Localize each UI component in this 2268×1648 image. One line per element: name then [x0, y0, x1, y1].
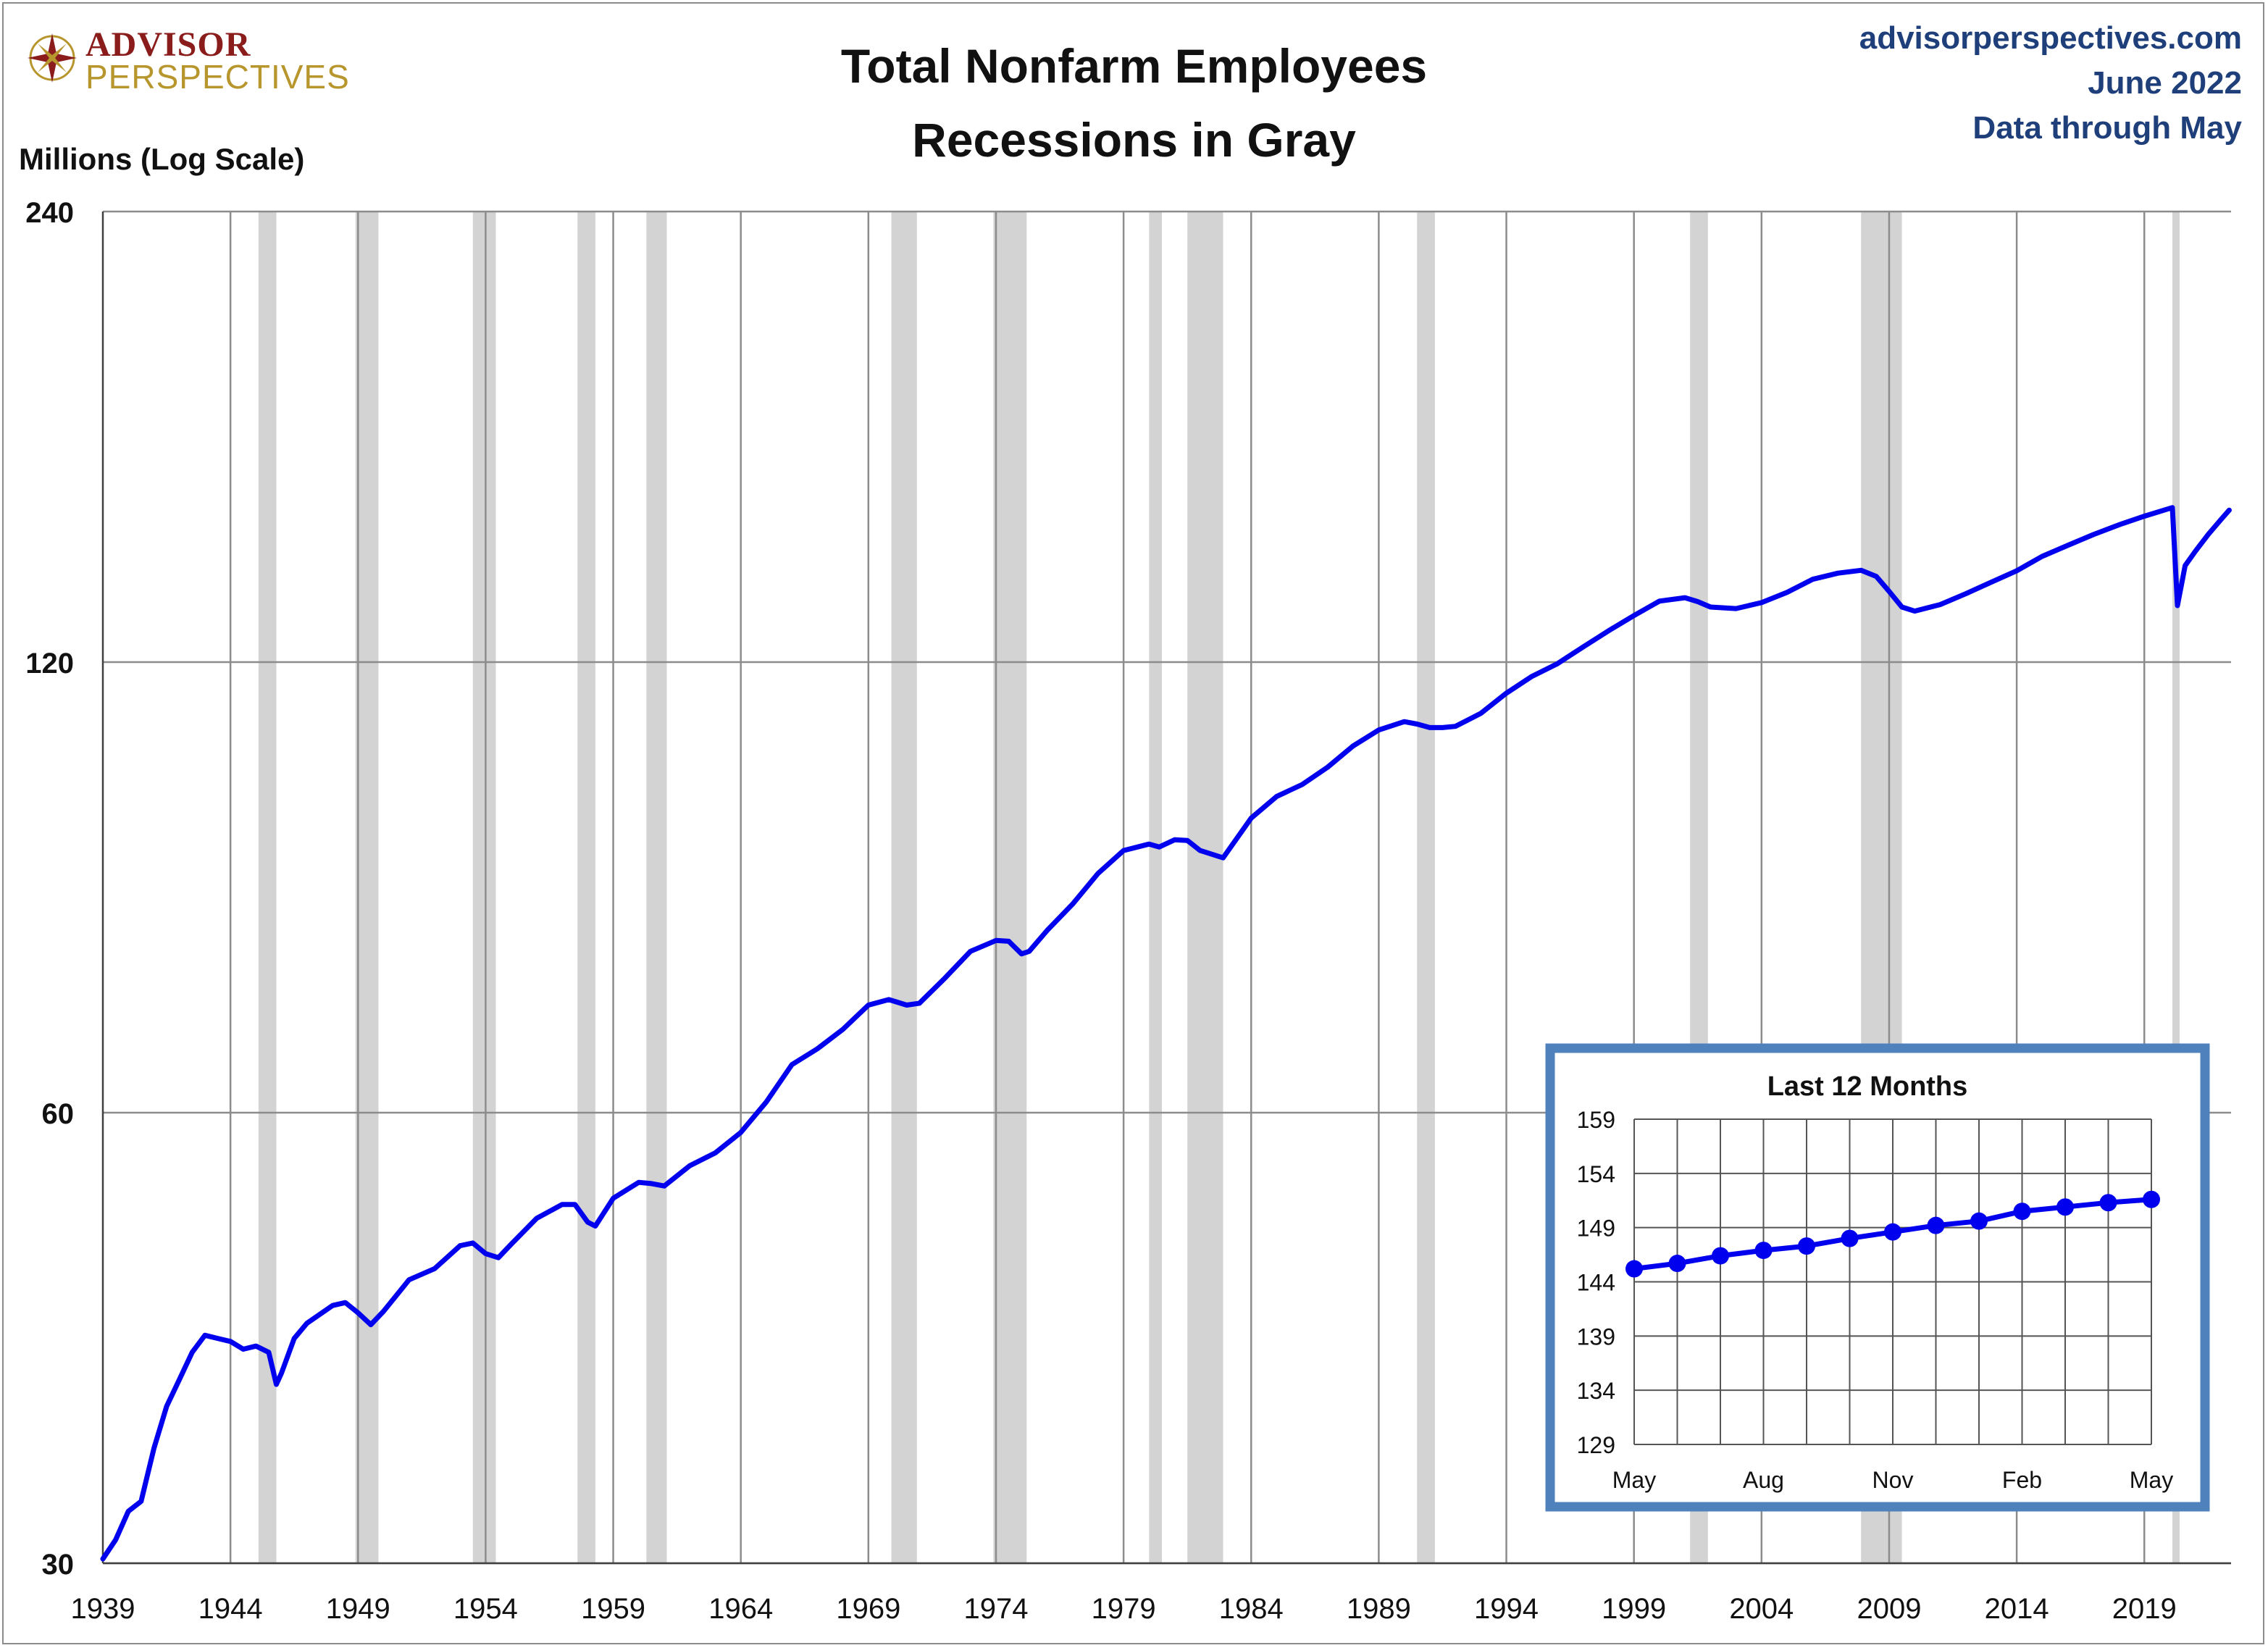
- y-tick-label: 240: [25, 197, 74, 229]
- chart-title: Total Nonfarm Employees Recessions in Gr…: [0, 29, 2268, 177]
- inset-data-point: [1625, 1260, 1643, 1278]
- x-tick-label: 1999: [1602, 1593, 1666, 1625]
- y-tick-label: 120: [25, 648, 74, 679]
- recession-band: [646, 212, 667, 1563]
- inset-y-tick-label: 139: [1577, 1323, 1615, 1350]
- recession-band: [1187, 212, 1223, 1563]
- source-block: advisorperspectives.com June 2022 Data t…: [1859, 16, 2242, 151]
- x-tick-label: 2014: [1985, 1593, 2049, 1625]
- inset-x-tick-label: May: [1612, 1467, 1656, 1493]
- inset-data-point: [1927, 1216, 1945, 1234]
- inset-data-point: [1841, 1229, 1859, 1247]
- employees-series-line: [100, 505, 2232, 1562]
- y-tick-label: 60: [42, 1098, 75, 1130]
- inset-data-point: [1884, 1223, 1901, 1241]
- x-tick-label: 2004: [1729, 1593, 1794, 1625]
- x-tick-label: 1969: [836, 1593, 900, 1625]
- inset-y-tick-label: 144: [1577, 1270, 1615, 1296]
- inset-title: Last 12 Months: [1767, 1071, 1968, 1102]
- recession-band: [1417, 212, 1435, 1563]
- inset-data-point: [1668, 1255, 1686, 1273]
- inset-box: [1545, 1043, 2210, 1512]
- title-line2: Recessions in Gray: [912, 113, 1356, 167]
- main-series-group: [100, 505, 2232, 1562]
- inset-series-group: [1625, 1190, 2160, 1278]
- y-axis-label: Millions (Log Scale): [19, 142, 305, 176]
- x-tick-label: 2019: [2112, 1593, 2177, 1625]
- inset-y-tick-label: 154: [1577, 1161, 1615, 1187]
- recession-band: [472, 212, 496, 1563]
- data-through-note: Data through May: [1972, 110, 2242, 146]
- x-tick-label: 1944: [198, 1593, 263, 1625]
- inset-data-point: [1798, 1237, 1815, 1255]
- x-tick-label: 1959: [581, 1593, 645, 1625]
- x-tick-label: 1994: [1474, 1593, 1539, 1625]
- x-tick-label: 1949: [326, 1593, 390, 1625]
- recession-band: [993, 212, 1027, 1563]
- inset-x-tick-label: Feb: [2002, 1467, 2042, 1493]
- recession-band: [577, 212, 595, 1563]
- x-tick-label: 1984: [1219, 1593, 1284, 1625]
- recession-band: [258, 212, 277, 1563]
- inset-y-tick-label: 129: [1577, 1432, 1615, 1458]
- site-url: advisorperspectives.com: [1859, 20, 2242, 56]
- compass-rose-icon: [28, 33, 77, 83]
- recession-band: [355, 212, 379, 1563]
- recession-band: [891, 212, 917, 1563]
- inset-y-tick-label: 149: [1577, 1216, 1615, 1242]
- x-tick-label: 1974: [963, 1593, 1028, 1625]
- inset-y-tick-label: 134: [1577, 1378, 1615, 1404]
- inset-last-12-months: Last 12 Months 129 134 139 144 149 154 159 May Au…: [1545, 1043, 2210, 1512]
- x-tick-label: 1979: [1092, 1593, 1156, 1625]
- inset-y-tick-label: 159: [1577, 1107, 1615, 1133]
- publish-date: June 2022: [2088, 65, 2242, 101]
- inset-gridlines: [1633, 1118, 2152, 1445]
- inset-data-point: [1712, 1247, 1729, 1265]
- x-tick-label: 1939: [71, 1593, 135, 1625]
- y-tick-label: 30: [42, 1549, 75, 1581]
- inset-data-point: [2056, 1198, 2074, 1216]
- advisor-perspectives-logo: ADVISOR PERSPECTIVES: [26, 25, 349, 94]
- title-line1: Total Nonfarm Employees: [840, 39, 1428, 93]
- inset-x-tick-label: May: [2130, 1467, 2173, 1493]
- logo-line1: ADVISOR: [85, 25, 251, 64]
- inset-data-point: [1754, 1242, 1773, 1260]
- main-axes: [101, 212, 2231, 1565]
- x-tick-label: 1989: [1347, 1593, 1411, 1625]
- inset-data-point: [1970, 1212, 1988, 1230]
- x-tick-label: 2009: [1857, 1593, 1921, 1625]
- inset-x-tick-label: Aug: [1743, 1467, 1784, 1493]
- inset-data-point: [2013, 1202, 2031, 1221]
- inset-data-point: [2143, 1190, 2160, 1208]
- inset-data-point: [2099, 1194, 2117, 1212]
- logo-line2: PERSPECTIVES: [85, 58, 350, 96]
- inset-x-tick-label: Nov: [1872, 1467, 1914, 1493]
- main-tick-labels: 30 60 120 240 1939 1944 1949 1954 1959 1964 1969 19…: [25, 197, 2176, 1625]
- recession-band: [2172, 212, 2180, 1563]
- x-tick-label: 1964: [708, 1593, 773, 1625]
- recession-band: [1149, 212, 1162, 1563]
- x-tick-label: 1954: [453, 1593, 518, 1625]
